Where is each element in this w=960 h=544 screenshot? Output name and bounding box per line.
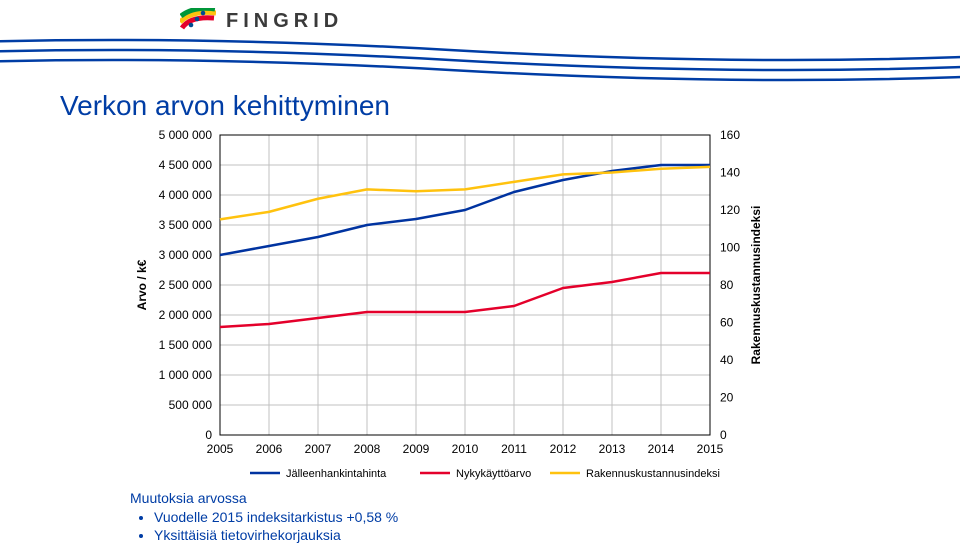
svg-text:60: 60 [720, 316, 734, 330]
svg-text:Rakennuskustannusindeksi: Rakennuskustannusindeksi [586, 468, 720, 480]
svg-text:2014: 2014 [648, 442, 675, 456]
svg-text:2009: 2009 [403, 442, 430, 456]
svg-text:4 000 000: 4 000 000 [159, 188, 213, 202]
svg-text:40: 40 [720, 353, 734, 367]
svg-text:1 500 000: 1 500 000 [159, 338, 213, 352]
svg-text:500 000: 500 000 [169, 398, 213, 412]
svg-text:2010: 2010 [452, 442, 479, 456]
svg-text:80: 80 [720, 278, 734, 292]
svg-text:3 000 000: 3 000 000 [159, 248, 213, 262]
svg-text:140: 140 [720, 166, 740, 180]
svg-text:2 000 000: 2 000 000 [159, 308, 213, 322]
svg-text:Jälleenhankintahinta: Jälleenhankintahinta [286, 468, 387, 480]
svg-text:4 500 000: 4 500 000 [159, 158, 213, 172]
notes-item: Vuodelle 2015 indeksitarkistus +0,58 % [154, 508, 398, 526]
brand-logo: FINGRID [180, 8, 343, 34]
svg-text:1 000 000: 1 000 000 [159, 368, 213, 382]
svg-text:Rakennuskustannusindeksi: Rakennuskustannusindeksi [749, 206, 763, 365]
svg-text:0: 0 [720, 428, 727, 442]
svg-text:160: 160 [720, 128, 740, 142]
svg-text:2012: 2012 [550, 442, 577, 456]
svg-text:Arvo / k€: Arvo / k€ [135, 259, 149, 310]
svg-text:2015: 2015 [697, 442, 724, 456]
svg-text:2008: 2008 [354, 442, 381, 456]
svg-text:2013: 2013 [599, 442, 626, 456]
page-title: Verkon arvon kehittyminen [60, 90, 390, 122]
svg-text:2007: 2007 [305, 442, 332, 456]
brand-name: FINGRID [226, 10, 343, 33]
notes-item: Yksittäisiä tietovirhekorjauksia [154, 526, 398, 544]
svg-text:3 500 000: 3 500 000 [159, 218, 213, 232]
value-development-chart: 0 500 000 1 000 000 1 500 000 2 000 000 2 500… [130, 125, 830, 485]
notes-block: Muutoksia arvossa Vuodelle 2015 indeksit… [130, 490, 398, 544]
svg-text:Nykykäyttöarvo: Nykykäyttöarvo [456, 468, 531, 480]
svg-text:5 000 000: 5 000 000 [159, 128, 213, 142]
notes-heading: Muutoksia arvossa [130, 490, 398, 506]
svg-text:2011: 2011 [501, 442, 527, 456]
svg-text:20: 20 [720, 391, 734, 405]
fingrid-icon [180, 8, 216, 34]
svg-text:2005: 2005 [207, 442, 234, 456]
svg-text:2006: 2006 [256, 442, 283, 456]
header-waves-decoration [0, 35, 960, 85]
svg-text:2 500 000: 2 500 000 [159, 278, 213, 292]
svg-text:120: 120 [720, 203, 740, 217]
header: FINGRID [0, 0, 960, 70]
svg-text:100: 100 [720, 241, 740, 255]
svg-text:0: 0 [205, 428, 212, 442]
